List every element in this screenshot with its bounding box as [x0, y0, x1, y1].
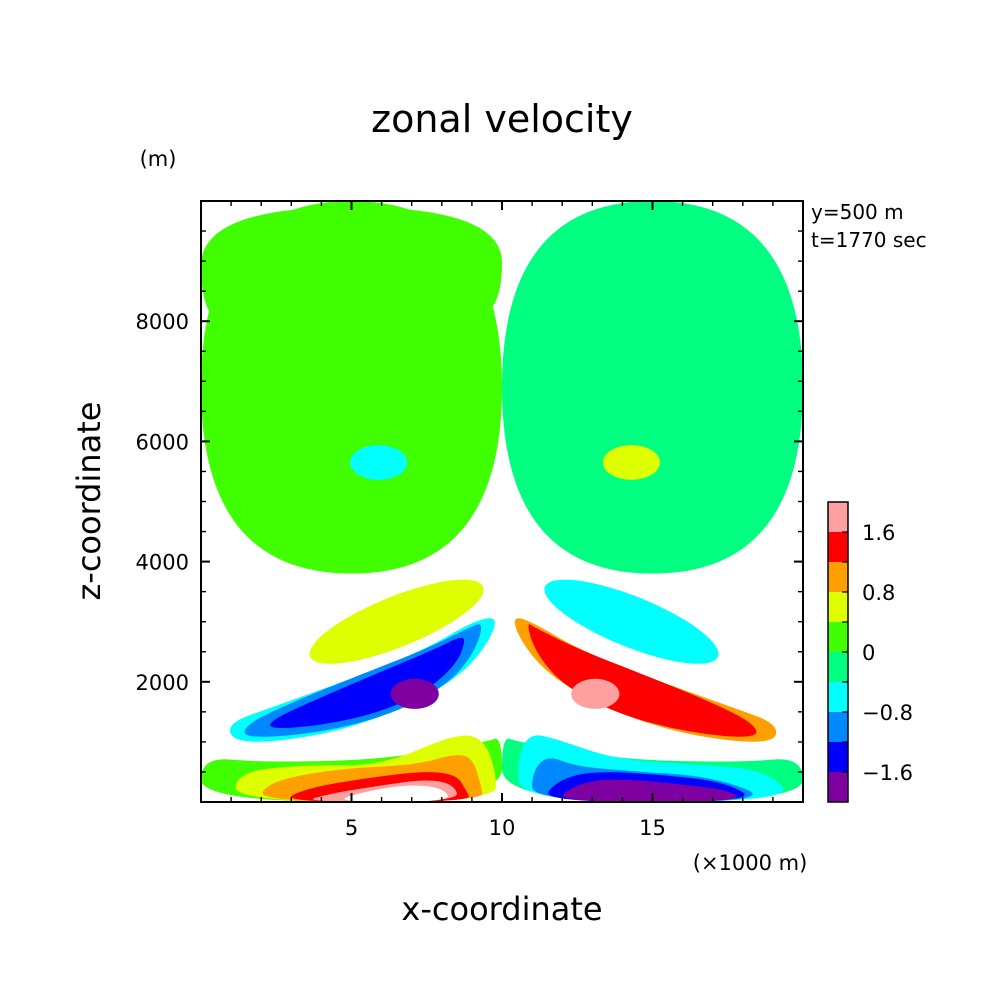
colorbar-swatch-2 [828, 712, 848, 742]
colorbar-swatch-3 [828, 682, 848, 712]
axes: 5 10 15 2000 4000 6000 8000 [136, 200, 804, 840]
y-tick-label-6000: 6000 [136, 430, 189, 454]
y-tick-label-8000: 8000 [136, 310, 189, 334]
colorbar-swatch-7 [828, 562, 848, 592]
colorbar-swatch-0 [828, 772, 848, 802]
x-tick-label-15: 15 [639, 816, 666, 840]
contour-field [201, 201, 803, 802]
chart-title: zonal velocity [371, 97, 633, 141]
colorbar-swatch-4 [828, 652, 848, 682]
contour-region-yellow-blob-right [602, 445, 661, 480]
colorbar-swatch-6 [828, 592, 848, 622]
contour-region-cyan-band-right [544, 579, 719, 664]
annotation-y: y=500 m [811, 200, 904, 224]
contour-region-left-purple [390, 678, 439, 709]
colorbar: −1.6 −0.8 0 0.8 1.6 [827, 501, 913, 803]
contour-region-cyan-blob-left [349, 445, 408, 480]
contour-region-right-pink [571, 678, 620, 709]
colorbar-label-0: −1.6 [862, 761, 913, 785]
colorbar-swatch-5 [828, 622, 848, 652]
colorbar-swatch-8 [828, 532, 848, 562]
contour-region-bottom-left-white [344, 785, 448, 802]
contour-region-left-dark-blue [269, 637, 465, 728]
x-unit-label: (×1000 m) [693, 851, 808, 875]
contour-region-bottom-right-purple [562, 779, 738, 802]
contour-region-upper-right [502, 201, 803, 574]
colorbar-swatch-9 [828, 502, 848, 532]
y-tick-label-4000: 4000 [136, 551, 189, 575]
x-axis-label: x-coordinate [401, 890, 602, 928]
y-axis-label: z-coordinate [70, 401, 108, 600]
contour-region-right-red [528, 624, 757, 737]
colorbar-label-4: 1.6 [862, 521, 895, 545]
colorbar-label-1: −0.8 [862, 701, 913, 725]
colorbar-label-2: 0 [862, 641, 875, 665]
x-tick-label-5: 5 [345, 816, 358, 840]
contour-region-top-band-left [201, 207, 502, 329]
y-tick-label-2000: 2000 [136, 671, 189, 695]
contour-region-yellow-band-left [309, 579, 484, 664]
annotation-t: t=1770 sec [811, 228, 927, 252]
y-unit-label: (m) [140, 147, 177, 171]
colorbar-swatch-1 [828, 742, 848, 772]
colorbar-label-3: 0.8 [862, 581, 895, 605]
x-tick-label-10: 10 [489, 816, 516, 840]
